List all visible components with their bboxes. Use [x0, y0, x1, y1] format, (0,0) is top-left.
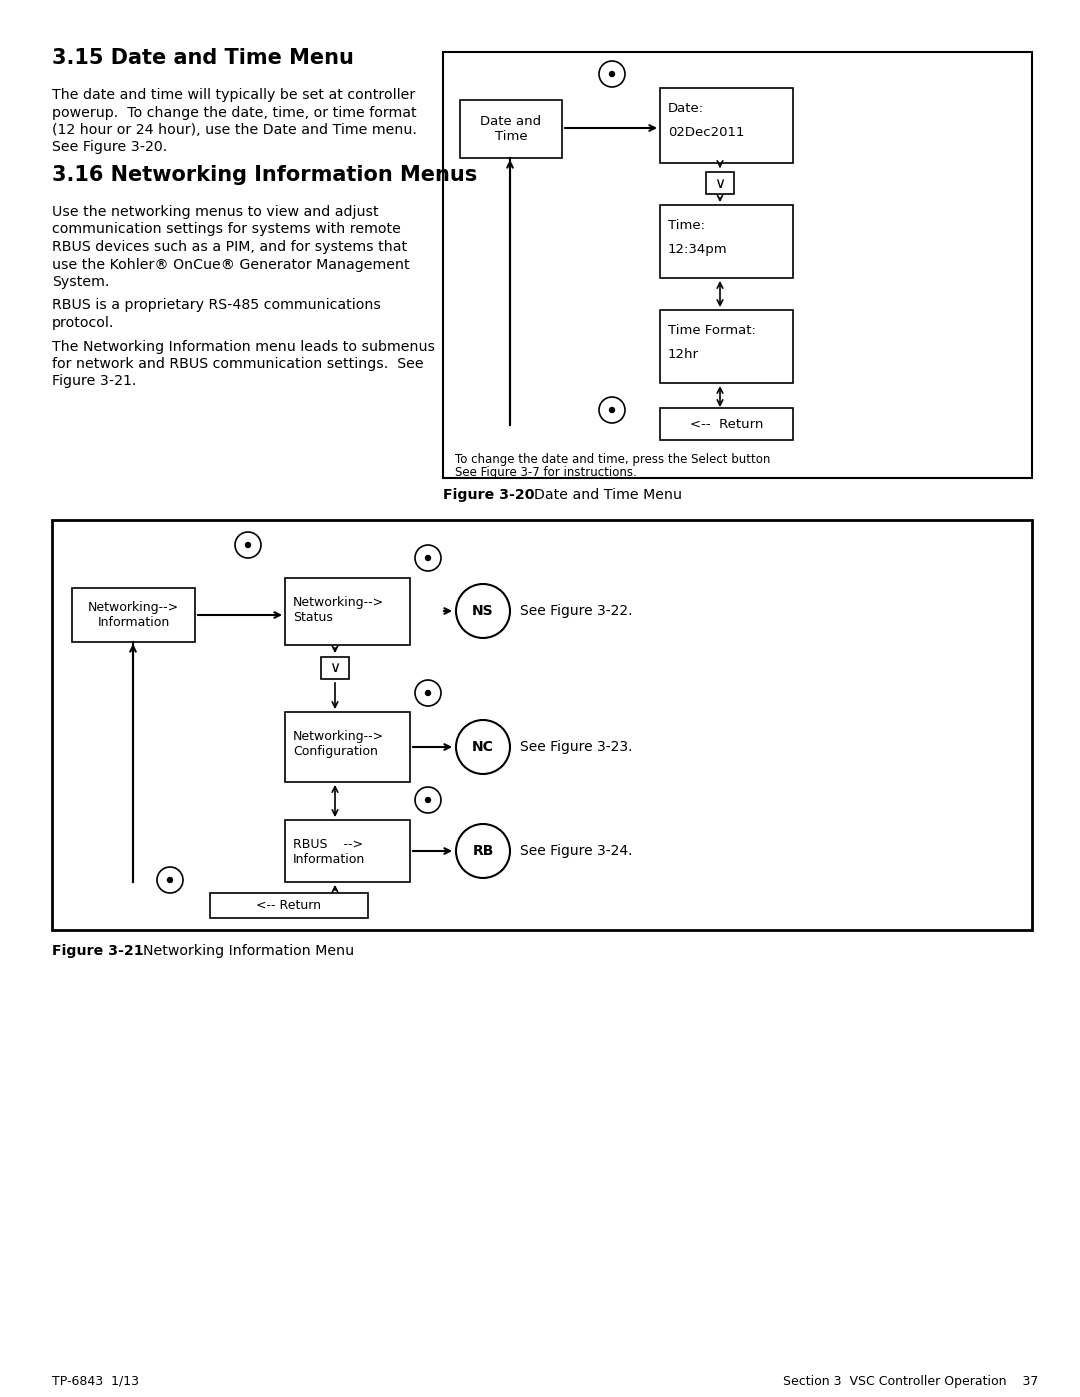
Circle shape [415, 680, 441, 705]
Text: To change the date and time, press the Select button: To change the date and time, press the S… [455, 453, 770, 467]
Text: The date and time will typically be set at controller: The date and time will typically be set … [52, 88, 415, 102]
Bar [460, 101, 562, 158]
Text: 12:34pm: 12:34pm [669, 243, 728, 256]
Circle shape [609, 408, 615, 412]
Text: 12hr: 12hr [669, 348, 699, 360]
Circle shape [599, 61, 625, 87]
Text: ∨: ∨ [329, 661, 340, 676]
Text: NS: NS [472, 604, 494, 617]
Bar [660, 408, 793, 440]
Text: Figure 3-21: Figure 3-21 [52, 944, 144, 958]
Text: RBUS is a proprietary RS-485 communications: RBUS is a proprietary RS-485 communicati… [52, 299, 381, 313]
Bar [285, 578, 410, 645]
Circle shape [167, 877, 173, 883]
Circle shape [157, 868, 183, 893]
Circle shape [415, 545, 441, 571]
Bar [660, 205, 793, 278]
Text: RBUS devices such as a PIM, and for systems that: RBUS devices such as a PIM, and for syst… [52, 240, 407, 254]
Text: ∨: ∨ [715, 176, 726, 190]
Text: See Figure 3-22.: See Figure 3-22. [519, 604, 633, 617]
Text: RB: RB [472, 844, 494, 858]
Text: Date and
Time: Date and Time [481, 115, 541, 142]
Bar [660, 88, 793, 163]
Text: Figure 3-21.: Figure 3-21. [52, 374, 136, 388]
Text: NC: NC [472, 740, 494, 754]
Text: RBUS    -->
Information: RBUS --> Information [293, 838, 365, 866]
Text: protocol.: protocol. [52, 316, 114, 330]
Circle shape [415, 787, 441, 813]
Text: 3.16 Networking Information Menus: 3.16 Networking Information Menus [52, 165, 477, 184]
Text: Use the networking menus to view and adjust: Use the networking menus to view and adj… [52, 205, 379, 219]
Text: System.: System. [52, 275, 109, 289]
Text: powerup.  To change the date, time, or time format: powerup. To change the date, time, or ti… [52, 106, 417, 120]
Bar [706, 172, 734, 194]
Bar [285, 820, 410, 882]
Text: Figure 3-20: Figure 3-20 [443, 488, 535, 502]
Text: See Figure 3-23.: See Figure 3-23. [519, 740, 633, 754]
Text: (12 hour or 24 hour), use the Date and Time menu.: (12 hour or 24 hour), use the Date and T… [52, 123, 417, 137]
Text: 3.15 Date and Time Menu: 3.15 Date and Time Menu [52, 47, 354, 68]
Text: use the Kohler® OnCue® Generator Management: use the Kohler® OnCue® Generator Managem… [52, 257, 409, 271]
Text: communication settings for systems with remote: communication settings for systems with … [52, 222, 401, 236]
Circle shape [456, 584, 510, 638]
Text: Time:: Time: [669, 219, 705, 232]
Text: for network and RBUS communication settings.  See: for network and RBUS communication setti… [52, 358, 423, 372]
Circle shape [456, 719, 510, 774]
Text: Networking-->
Information: Networking--> Information [87, 601, 179, 629]
Text: See Figure 3-24.: See Figure 3-24. [519, 844, 633, 858]
Text: Section 3  VSC Controller Operation    37: Section 3 VSC Controller Operation 37 [783, 1375, 1038, 1389]
Text: Networking Information Menu: Networking Information Menu [134, 944, 354, 958]
Circle shape [235, 532, 261, 557]
Text: Date:: Date: [669, 102, 704, 115]
Text: Time Format:: Time Format: [669, 324, 756, 337]
Bar [285, 712, 410, 782]
Circle shape [426, 690, 431, 696]
Circle shape [245, 542, 251, 548]
Text: TP-6843  1/13: TP-6843 1/13 [52, 1375, 139, 1389]
Text: Date and Time Menu: Date and Time Menu [525, 488, 681, 502]
Circle shape [426, 798, 431, 802]
Circle shape [456, 824, 510, 877]
Circle shape [426, 556, 431, 560]
Text: The Networking Information menu leads to submenus: The Networking Information menu leads to… [52, 339, 435, 353]
Text: Networking-->
Status: Networking--> Status [293, 597, 384, 624]
Text: <-- Return: <-- Return [257, 900, 322, 912]
Bar [660, 310, 793, 383]
Bar [443, 52, 1032, 478]
Circle shape [599, 397, 625, 423]
Text: See Figure 3-7 for instructions.: See Figure 3-7 for instructions. [455, 467, 637, 479]
Bar [72, 588, 195, 643]
Circle shape [609, 71, 615, 77]
Bar [321, 657, 349, 679]
Bar [210, 893, 368, 918]
Text: 02Dec2011: 02Dec2011 [669, 126, 744, 138]
Text: <--  Return: <-- Return [690, 418, 764, 430]
Text: See Figure 3-20.: See Figure 3-20. [52, 141, 167, 155]
Text: Networking-->
Configuration: Networking--> Configuration [293, 731, 384, 759]
Bar [52, 520, 1032, 930]
